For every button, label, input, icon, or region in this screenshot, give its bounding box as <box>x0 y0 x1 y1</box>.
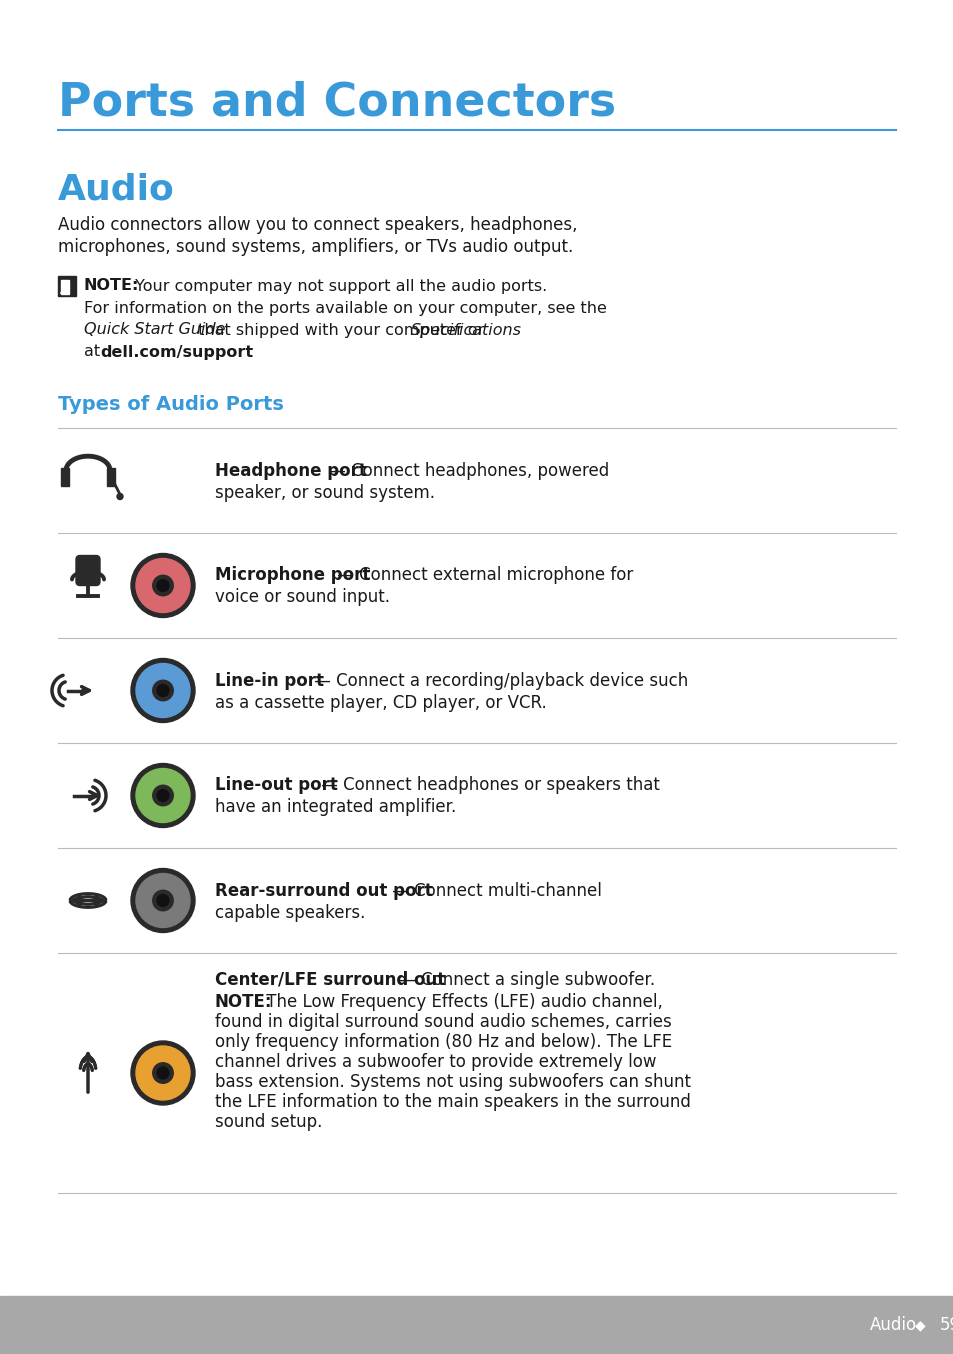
Circle shape <box>131 1041 194 1105</box>
Circle shape <box>152 785 173 806</box>
Text: The Low Frequency Effects (LFE) audio channel,: The Low Frequency Effects (LFE) audio ch… <box>261 992 662 1011</box>
Text: sound setup.: sound setup. <box>214 1113 322 1131</box>
FancyBboxPatch shape <box>76 555 100 585</box>
Circle shape <box>152 890 173 911</box>
Circle shape <box>131 868 194 933</box>
Bar <box>107 467 115 486</box>
Circle shape <box>131 658 194 723</box>
Text: — Connect headphones, powered: — Connect headphones, powered <box>324 462 609 479</box>
Bar <box>58 276 76 297</box>
Text: Line-out port: Line-out port <box>214 776 337 795</box>
Text: Line-in port: Line-in port <box>214 672 324 689</box>
Text: microphones, sound systems, amplifiers, or TVs audio output.: microphones, sound systems, amplifiers, … <box>58 238 573 256</box>
Text: NOTE:: NOTE: <box>214 992 273 1011</box>
Text: at: at <box>84 344 105 360</box>
Bar <box>61 280 69 294</box>
Text: Quick Start Guide: Quick Start Guide <box>84 322 225 337</box>
Circle shape <box>157 789 169 802</box>
Text: voice or sound input.: voice or sound input. <box>214 589 390 607</box>
Text: bass extension. Systems not using subwoofers can shunt: bass extension. Systems not using subwoo… <box>214 1072 690 1091</box>
Text: found in digital surround sound audio schemes, carries: found in digital surround sound audio sc… <box>214 1013 671 1030</box>
Text: speaker, or sound system.: speaker, or sound system. <box>214 483 435 501</box>
Text: that shipped with your computer or: that shipped with your computer or <box>193 322 489 337</box>
Text: — Connect a single subwoofer.: — Connect a single subwoofer. <box>394 971 655 988</box>
Circle shape <box>131 554 194 617</box>
Circle shape <box>157 895 169 906</box>
Text: — Connect a recording/playback device such: — Connect a recording/playback device su… <box>308 672 687 689</box>
Text: .: . <box>206 344 211 360</box>
Text: capable speakers.: capable speakers. <box>214 903 365 922</box>
Text: — Connect external microphone for: — Connect external microphone for <box>332 566 633 585</box>
Text: Types of Audio Ports: Types of Audio Ports <box>58 395 284 414</box>
Circle shape <box>157 580 169 592</box>
Circle shape <box>136 769 190 822</box>
Text: the LFE information to the main speakers in the surround: the LFE information to the main speakers… <box>214 1093 690 1112</box>
Text: For information on the ports available on your computer, see the: For information on the ports available o… <box>84 301 606 315</box>
Text: Audio connectors allow you to connect speakers, headphones,: Audio connectors allow you to connect sp… <box>58 217 577 234</box>
Text: Your computer may not support all the audio ports.: Your computer may not support all the au… <box>130 279 547 294</box>
Bar <box>61 467 69 486</box>
Circle shape <box>152 1063 173 1083</box>
Bar <box>0 1296 953 1354</box>
Circle shape <box>131 764 194 827</box>
Text: — Connect multi-channel: — Connect multi-channel <box>386 881 600 899</box>
Text: Rear-surround out port: Rear-surround out port <box>214 881 433 899</box>
Circle shape <box>152 680 173 701</box>
Text: Ports and Connectors: Ports and Connectors <box>58 80 616 126</box>
Text: Headphone port: Headphone port <box>214 462 367 479</box>
Text: Microphone port: Microphone port <box>214 566 370 585</box>
Text: Specifications: Specifications <box>411 322 521 337</box>
Circle shape <box>152 575 173 596</box>
Text: have an integrated amplifier.: have an integrated amplifier. <box>214 799 456 816</box>
Circle shape <box>136 873 190 927</box>
Text: — Connect headphones or speakers that: — Connect headphones or speakers that <box>316 776 659 795</box>
Text: channel drives a subwoofer to provide extremely low: channel drives a subwoofer to provide ex… <box>214 1053 656 1071</box>
Text: 59: 59 <box>939 1316 953 1334</box>
Circle shape <box>136 558 190 612</box>
Circle shape <box>117 493 123 500</box>
Text: dell.com/support: dell.com/support <box>100 344 253 360</box>
Circle shape <box>136 663 190 718</box>
Text: ◆: ◆ <box>914 1317 924 1332</box>
Text: Center/LFE surround out: Center/LFE surround out <box>214 971 445 988</box>
Text: Audio: Audio <box>58 173 174 207</box>
Text: only frequency information (80 Hz and below). The LFE: only frequency information (80 Hz and be… <box>214 1033 672 1051</box>
Text: Audio: Audio <box>869 1316 916 1334</box>
Circle shape <box>157 1067 169 1079</box>
Circle shape <box>136 1047 190 1099</box>
Text: as a cassette player, CD player, or VCR.: as a cassette player, CD player, or VCR. <box>214 693 546 711</box>
Circle shape <box>157 685 169 696</box>
Text: NOTE:: NOTE: <box>84 279 139 294</box>
